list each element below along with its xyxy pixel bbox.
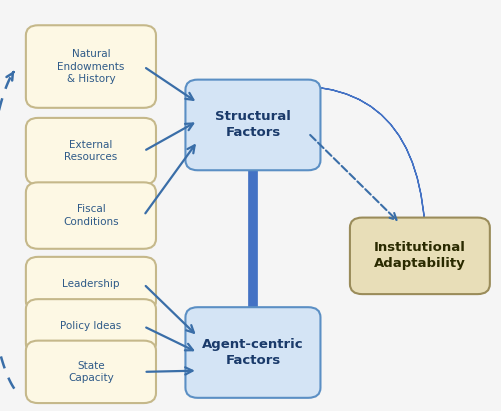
FancyBboxPatch shape <box>26 118 156 185</box>
FancyBboxPatch shape <box>26 257 156 311</box>
Text: Leadership: Leadership <box>62 279 120 289</box>
Text: Institutional
Adaptability: Institutional Adaptability <box>374 241 466 270</box>
Text: Natural
Endowments
& History: Natural Endowments & History <box>57 49 125 84</box>
FancyBboxPatch shape <box>26 341 156 403</box>
FancyBboxPatch shape <box>185 80 321 170</box>
FancyBboxPatch shape <box>26 299 156 353</box>
Text: Policy Ideas: Policy Ideas <box>60 321 122 331</box>
FancyBboxPatch shape <box>26 182 156 249</box>
FancyBboxPatch shape <box>350 217 490 294</box>
FancyBboxPatch shape <box>26 25 156 108</box>
Text: Structural
Factors: Structural Factors <box>215 111 291 139</box>
Text: State
Capacity: State Capacity <box>68 360 114 383</box>
Text: Fiscal
Conditions: Fiscal Conditions <box>63 204 119 227</box>
FancyBboxPatch shape <box>185 307 321 398</box>
Text: Agent-centric
Factors: Agent-centric Factors <box>202 338 304 367</box>
FancyArrowPatch shape <box>256 86 425 223</box>
Text: External
Resources: External Resources <box>64 140 118 162</box>
